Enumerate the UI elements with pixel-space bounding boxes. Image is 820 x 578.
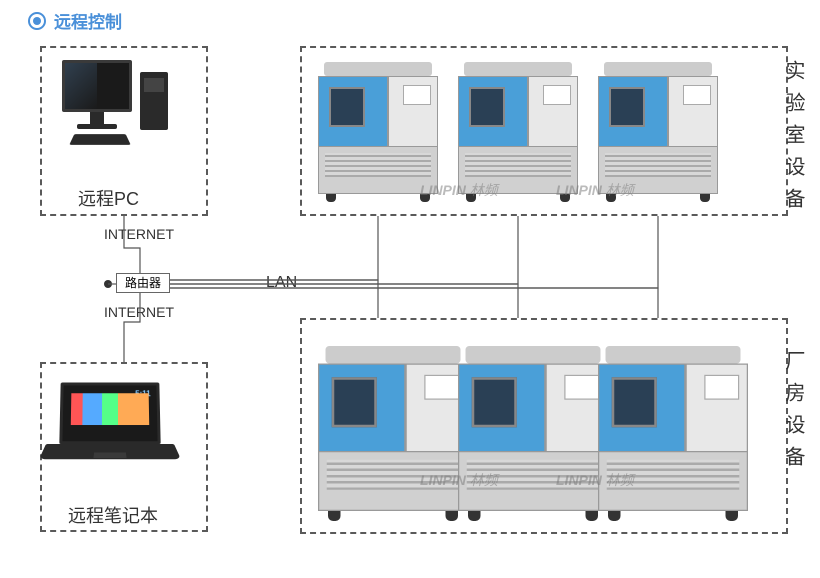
diagram-title: 远程控制 (28, 8, 122, 33)
factory-equipment-label: 厂房设备 (779, 350, 808, 478)
desktop-pc-icon (62, 60, 132, 129)
lan-label: LAN (266, 274, 297, 292)
test-chamber-icon (458, 346, 608, 521)
remote-laptop-label: 远程笔记本 (68, 502, 158, 528)
test-chamber-icon (318, 62, 438, 202)
test-chamber-icon (458, 62, 578, 202)
laptop-icon: 5:11 (60, 382, 174, 468)
test-chamber-icon (598, 346, 748, 521)
target-icon (28, 12, 46, 30)
router-node: 路由器 (116, 273, 170, 293)
internet-label-bottom: INTERNET (104, 304, 174, 320)
test-chamber-icon (598, 62, 718, 202)
pc-tower-icon (140, 72, 168, 130)
router-node-dot (104, 280, 112, 288)
keyboard-icon (69, 134, 131, 145)
lab-equipment-label: 实验室设备 (779, 60, 808, 220)
remote-pc-label: 远程PC (78, 185, 139, 211)
internet-label-top: INTERNET (104, 226, 174, 242)
test-chamber-icon (318, 346, 468, 521)
title-text: 远程控制 (54, 8, 122, 33)
